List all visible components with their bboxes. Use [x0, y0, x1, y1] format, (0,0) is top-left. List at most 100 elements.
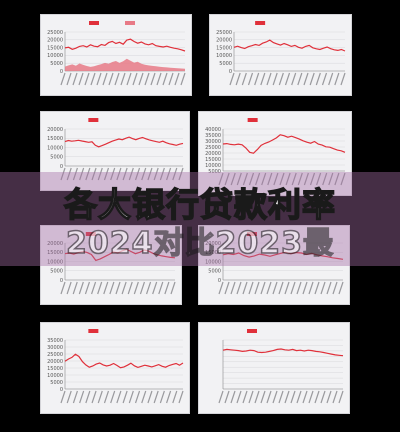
legend-swatch: [89, 21, 99, 25]
x-tick-mark: [261, 172, 267, 186]
x-tick-mark: [78, 72, 84, 86]
x-tick-mark: [150, 72, 156, 86]
x-tick-mark: [66, 281, 72, 295]
x-tick-mark: [103, 167, 110, 181]
y-tick-label: 15000: [47, 250, 63, 256]
headline-line2: 2024对比2023最: [65, 225, 334, 262]
y-tick-label: 20000: [205, 151, 221, 157]
x-tick-mark: [110, 390, 116, 404]
x-tick-mark: [166, 167, 172, 181]
x-tick-mark: [297, 172, 303, 186]
y-tick-label: 10000: [47, 53, 63, 59]
x-tick-mark: [168, 72, 174, 86]
x-tick-mark: [236, 172, 242, 186]
y-tick-label: 20000: [47, 38, 63, 44]
x-tick-mark: [340, 72, 346, 86]
y-tick-label: 5000: [50, 269, 63, 275]
x-tick-mark: [162, 72, 168, 86]
x-tick-mark: [338, 281, 344, 295]
x-tick-mark: [314, 390, 320, 404]
x-tick-mark: [309, 72, 315, 86]
x-tick-mark: [266, 72, 272, 86]
x-tick-mark: [267, 172, 273, 186]
x-tick-mark: [114, 72, 120, 86]
x-tick-mark: [278, 390, 284, 404]
x-tick-mark: [248, 172, 255, 186]
legend-swatch: [247, 329, 257, 333]
y-tick-label: 15000: [47, 45, 63, 51]
chart-panel: 20000 15000 10000 5000 0: [40, 111, 190, 191]
x-tick-mark: [224, 390, 230, 404]
chart-legend: [247, 232, 257, 236]
x-tick-mark: [334, 72, 340, 86]
y-tick-label: 35000: [47, 338, 63, 344]
x-tick-mark: [178, 167, 184, 181]
x-tick-mark: [284, 72, 291, 86]
x-tick-mark: [164, 281, 170, 295]
x-tick-mark: [260, 72, 266, 86]
y-tick-label: 20000: [47, 359, 63, 365]
x-tick-mark: [260, 281, 266, 295]
legend-swatch: [247, 232, 257, 236]
x-tick-mark: [159, 390, 165, 404]
x-tick-mark: [229, 72, 235, 86]
x-tick-mark: [303, 72, 309, 86]
y-tick-label: 35000: [205, 133, 221, 139]
chart-legend: [247, 329, 257, 333]
y-tick-label: 20000: [216, 38, 232, 44]
x-tick-mark: [302, 281, 308, 295]
x-tick-mark: [338, 390, 344, 404]
x-tick-mark: [79, 390, 85, 404]
y-tick-label: 0: [60, 164, 63, 170]
x-tick-mark: [153, 390, 159, 404]
x-tick-mark: [103, 390, 110, 404]
x-tick-mark: [254, 72, 260, 86]
x-tick-mark: [90, 72, 96, 86]
x-tick-mark: [230, 172, 236, 186]
line-series: [222, 134, 346, 154]
x-tick-mark: [90, 281, 97, 295]
headline-line1: 各大银行贷款利率: [63, 184, 336, 225]
x-tick-mark: [91, 390, 97, 404]
x-tick-mark: [72, 167, 78, 181]
x-tick-mark: [302, 390, 308, 404]
y-tick-label: 5000: [208, 169, 221, 175]
x-tick-mark: [66, 390, 72, 404]
x-tick-mark: [272, 390, 278, 404]
x-tick-mark: [303, 172, 309, 186]
x-tick-mark: [320, 281, 326, 295]
x-tick-mark: [321, 72, 328, 86]
x-tick-mark: [254, 281, 260, 295]
x-tick-mark: [126, 72, 132, 86]
x-tick-mark: [60, 72, 66, 86]
x-tick-mark: [153, 167, 159, 181]
x-tick-mark: [116, 390, 122, 404]
x-tick-mark: [134, 167, 141, 181]
x-tick-mark: [66, 167, 72, 181]
x-tick-mark: [170, 281, 176, 295]
headline-line1-wrap: 各大银行贷款利率: [0, 178, 400, 226]
chart-panel: [198, 322, 350, 414]
x-tick-mark: [166, 390, 172, 404]
x-tick-mark: [236, 390, 242, 404]
y-tick-label: 10000: [205, 259, 221, 265]
x-tick-mark: [159, 167, 165, 181]
x-tick-mark: [116, 167, 122, 181]
x-tick-mark: [91, 167, 97, 181]
y-tick-label: 15000: [205, 157, 221, 163]
x-tick-mark: [291, 172, 297, 186]
y-tick-label: 5000: [219, 61, 232, 67]
x-tick-mark: [158, 281, 164, 295]
line-series: [64, 248, 176, 262]
x-tick-mark: [60, 281, 66, 295]
x-tick-mark: [141, 390, 147, 404]
chart-panel: 35000 30000 25000 20000 15000 10000 5000 0: [40, 322, 190, 414]
x-tick-mark: [320, 390, 326, 404]
line-series: [64, 136, 184, 148]
legend-swatch: [88, 329, 99, 333]
x-tick-mark: [85, 390, 91, 404]
chart-panel: 20000 15000 10000 5000 0: [198, 225, 350, 305]
x-tick-mark: [326, 281, 332, 295]
